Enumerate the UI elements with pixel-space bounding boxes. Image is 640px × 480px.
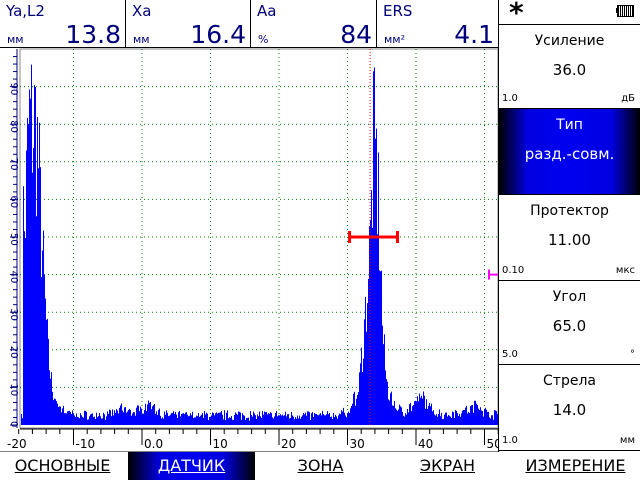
x-tick-label: 40 bbox=[418, 437, 433, 451]
measure-value: 84 bbox=[340, 20, 372, 49]
param-unit: мм bbox=[619, 435, 635, 446]
x-tick-label: 50 bbox=[487, 437, 499, 451]
header-divider bbox=[0, 47, 499, 48]
param-unit: мкс bbox=[615, 265, 635, 276]
param-title: Тип bbox=[556, 117, 583, 133]
param-protector[interactable]: Протектор 11.00 0.10 мкс bbox=[499, 195, 640, 281]
x-tick-label: 20 bbox=[281, 437, 296, 451]
y-tick-label: 20 bbox=[8, 346, 19, 359]
param-title: Усиление bbox=[534, 33, 605, 49]
a-scan-chart: 0 10 20 30 40 50 60 70 80 90 -20 -10 0.0 10 20 30 40 50 bbox=[0, 48, 499, 452]
menu-label: ЭКРАН bbox=[419, 456, 476, 475]
param-unit: ° bbox=[630, 349, 635, 360]
param-step: 1.0 bbox=[502, 93, 518, 104]
measure-ers: ERS мм² 4.1 bbox=[377, 0, 499, 49]
menu-measure[interactable]: ИЗМЕРЕНИЕ bbox=[511, 452, 640, 480]
bottom-menu: ОСНОВНЫЕ ДАТЧИК ЗОНА ЭКРАН ИЗМЕРЕНИЕ bbox=[0, 452, 640, 480]
signal-trace bbox=[21, 64, 498, 425]
param-type[interactable]: Тип разд.-совм. bbox=[499, 109, 640, 195]
param-step: 5.0 bbox=[502, 349, 518, 360]
measure-value: 13.8 bbox=[65, 20, 121, 49]
param-arrow[interactable]: Стрела 14.0 1.0 мм bbox=[499, 365, 640, 451]
menu-probe[interactable]: ДАТЧИК bbox=[128, 452, 255, 480]
y-tick-label: 50 bbox=[8, 233, 19, 246]
measure-label: Ya,L2 bbox=[6, 2, 45, 20]
battery-icon bbox=[617, 5, 634, 17]
measure-unit: % bbox=[258, 33, 269, 46]
y-tick-label: 40 bbox=[8, 271, 19, 284]
x-tick-label: 30 bbox=[350, 437, 365, 451]
status-bar: * bbox=[499, 0, 640, 29]
y-tick-label: 70 bbox=[8, 158, 19, 171]
measure-label: Aa bbox=[257, 2, 277, 20]
x-tick-label: 10 bbox=[213, 437, 228, 451]
param-step: 0.10 bbox=[502, 265, 525, 276]
param-step: 1.0 bbox=[502, 435, 518, 446]
y-tick-label: 60 bbox=[8, 195, 19, 208]
measure-aa: Aa % 84 bbox=[251, 0, 377, 49]
menu-label: ИЗМЕРЕНИЕ bbox=[525, 456, 626, 475]
measure-xa: Xa мм 16.4 bbox=[126, 0, 251, 49]
param-value: разд.-совм. bbox=[524, 145, 615, 163]
measure-unit: мм bbox=[7, 33, 24, 46]
param-unit: дБ bbox=[621, 93, 635, 104]
y-tick-label: 90 bbox=[8, 83, 19, 96]
menu-zone[interactable]: ЗОНА bbox=[257, 452, 384, 480]
y-tick-label: 10 bbox=[8, 383, 19, 396]
menu-label: ЗОНА bbox=[297, 456, 344, 475]
x-tick-label: 0.0 bbox=[144, 437, 163, 451]
param-value: 65.0 bbox=[552, 317, 587, 335]
param-value: 36.0 bbox=[552, 61, 587, 79]
asterisk-icon: * bbox=[509, 0, 524, 29]
measure-ya-l2: Ya,L2 мм 13.8 bbox=[0, 0, 126, 49]
measure-value: 16.4 bbox=[190, 20, 246, 49]
menu-basic[interactable]: ОСНОВНЫЕ bbox=[0, 452, 125, 480]
plot-area bbox=[19, 48, 498, 429]
param-value: 11.00 bbox=[548, 231, 591, 249]
measure-unit: мм bbox=[133, 33, 150, 46]
menu-screen[interactable]: ЭКРАН bbox=[384, 452, 511, 480]
menu-label: ОСНОВНЫЕ bbox=[14, 456, 111, 475]
y-tick-label: 30 bbox=[8, 308, 19, 321]
y-tick-label: 80 bbox=[8, 120, 19, 133]
parameter-panel: * Усиление 36.0 1.0 дБ Тип разд.-совм. П… bbox=[498, 0, 640, 452]
param-angle[interactable]: Угол 65.0 5.0 ° bbox=[499, 281, 640, 365]
x-tick-label: -10 bbox=[76, 437, 96, 451]
measure-value: 4.1 bbox=[454, 20, 494, 49]
x-tick-label: -20 bbox=[7, 437, 27, 451]
param-title: Протектор bbox=[530, 203, 609, 219]
menu-label: ДАТЧИК bbox=[157, 456, 226, 475]
measure-label: Xa bbox=[132, 2, 152, 20]
param-value: 14.0 bbox=[552, 401, 587, 419]
measure-unit: мм² bbox=[384, 33, 406, 46]
y-tick-label: 0 bbox=[8, 421, 19, 427]
param-title: Стрела bbox=[543, 373, 596, 389]
measure-label: ERS bbox=[383, 2, 413, 20]
param-title: Угол bbox=[552, 289, 587, 305]
battery-tip bbox=[616, 8, 618, 13]
param-gain[interactable]: Усиление 36.0 1.0 дБ bbox=[499, 25, 640, 109]
